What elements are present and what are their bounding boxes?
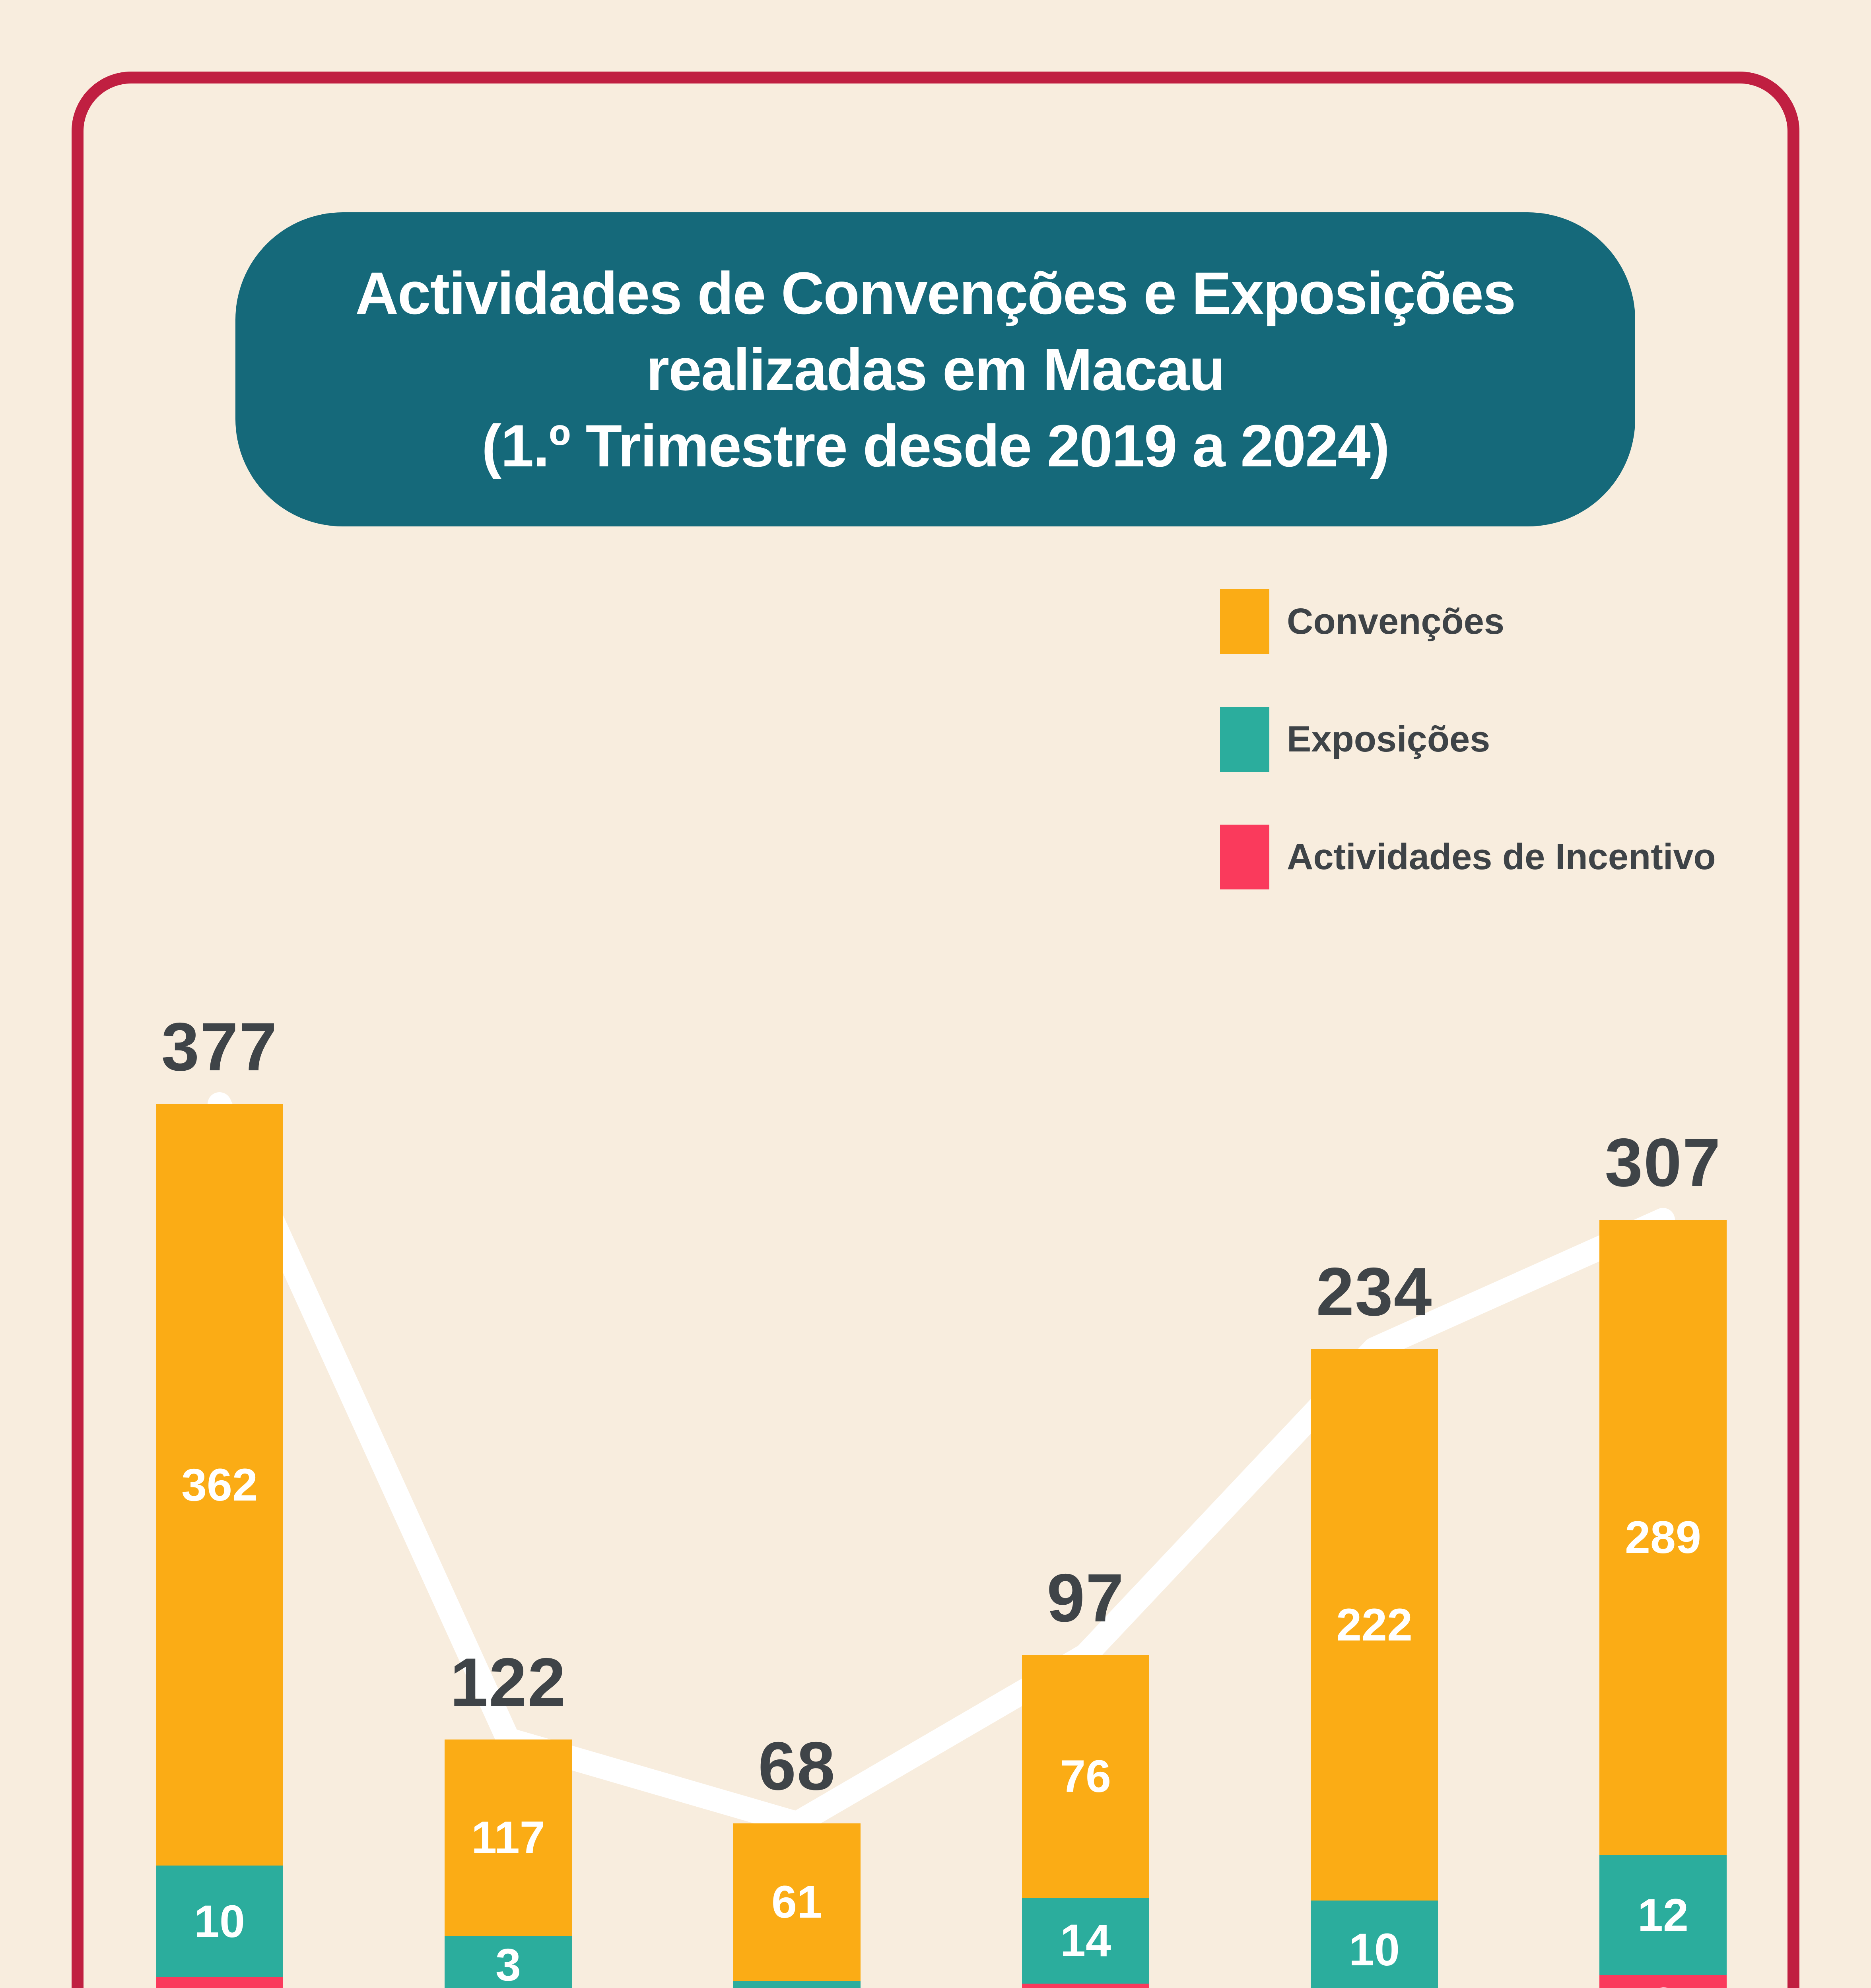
legend-swatch-exposicoes bbox=[1220, 707, 1269, 772]
bar-segment-exposicoes: 12 bbox=[1599, 1855, 1727, 1975]
legend-item-incentivo: Actividades de Incentivo bbox=[1220, 825, 1716, 889]
bar-segment-incentivo: 6 bbox=[1599, 1975, 1727, 1988]
segment-value-label: 7 bbox=[1073, 1982, 1098, 1988]
segment-value-label: 362 bbox=[181, 1459, 258, 1510]
bar-total-label: 234 bbox=[1316, 1254, 1433, 1330]
bar-segment-incentivo: 7 bbox=[1022, 1982, 1149, 1988]
bar-total-label: 122 bbox=[450, 1644, 567, 1720]
segment-value-label: 76 bbox=[1060, 1751, 1111, 1802]
legend-label-exposicoes: Exposições bbox=[1287, 719, 1490, 759]
segment-value-label: 61 bbox=[771, 1877, 822, 1928]
decorative-frame-border bbox=[72, 72, 1799, 1988]
bar-segment-convencoes: 76 bbox=[1022, 1655, 1149, 1898]
bar-segment-exposicoes: 10 bbox=[156, 1866, 283, 1977]
chart-legend: Convenções Exposições Actividades de Inc… bbox=[1220, 589, 1716, 942]
legend-label-convencoes: Convenções bbox=[1287, 601, 1505, 642]
legend-item-convencoes: Convenções bbox=[1220, 589, 1716, 654]
segment-value-label: 222 bbox=[1336, 1599, 1412, 1650]
bar-1.º Trimestre de 2023: 222102 bbox=[1311, 1349, 1438, 1988]
bar-1.º Trimestre de 2020: 11732 bbox=[445, 1740, 572, 1988]
page-title-line-2: realizadas em Macau bbox=[646, 336, 1225, 403]
legend-item-exposicoes: Exposições bbox=[1220, 707, 1716, 772]
segment-value-label: 12 bbox=[1638, 1889, 1688, 1941]
bar-segment-convencoes: 61 bbox=[733, 1823, 861, 1981]
segment-value-label: 117 bbox=[471, 1812, 545, 1863]
legend-label-incentivo: Actividades de Incentivo bbox=[1287, 837, 1716, 877]
legend-swatch-convencoes bbox=[1220, 589, 1269, 654]
legend-swatch-incentivo bbox=[1220, 825, 1269, 889]
segment-value-label: 6 bbox=[1650, 1978, 1676, 1988]
bar-total-label: 377 bbox=[161, 1009, 278, 1085]
bar-total-label: 307 bbox=[1605, 1124, 1721, 1201]
bar-total-label: 68 bbox=[758, 1728, 836, 1804]
bar-segment-exposicoes: 7 bbox=[733, 1981, 861, 1988]
bar-1.º Trimestre de 2024: 289 12 6 bbox=[1599, 1220, 1727, 1988]
bar-segment-exposicoes: 3 bbox=[445, 1936, 572, 1988]
bar-1.º Trimestre de 2022: 76 14 7 bbox=[1022, 1655, 1149, 1988]
page-title-line-1: Actividades de Convenções e Exposições bbox=[355, 260, 1516, 326]
bar-segment-incentivo: 5 bbox=[156, 1977, 283, 1988]
segment-value-label: 5 bbox=[207, 1979, 232, 1988]
segment-value-label: 10 bbox=[1349, 1924, 1400, 1975]
bar-1.º Trimestre de 2019: 362 10 5 bbox=[156, 1104, 283, 1988]
stacked-bar-chart: 3621053771173212261768761479722210223428… bbox=[155, 1009, 1738, 1988]
trend-line bbox=[208, 1092, 1675, 1835]
segment-value-label: 10 bbox=[194, 1896, 245, 1947]
segment-value-label: 7 bbox=[784, 1981, 810, 1988]
bar-segment-convencoes: 117 bbox=[445, 1740, 572, 1936]
page-title-line-3: (1.º Trimestre desde 2019 a 2024) bbox=[482, 412, 1390, 479]
bar-total-label: 97 bbox=[1047, 1560, 1125, 1636]
title-banner: Actividades de Convenções e Exposições r… bbox=[235, 212, 1635, 526]
bar-1.º Trimestre de 2021: 61 7 bbox=[733, 1823, 861, 1988]
segment-value-label: 14 bbox=[1060, 1915, 1111, 1966]
segment-value-label: 3 bbox=[495, 1939, 521, 1988]
bar-segment-convencoes: 362 bbox=[156, 1104, 283, 1866]
bar-segment-exposicoes: 14 bbox=[1022, 1898, 1149, 1984]
segment-value-label: 289 bbox=[1625, 1512, 1701, 1563]
bar-segment-convencoes: 222 bbox=[1311, 1349, 1438, 1901]
bar-segment-convencoes: 289 bbox=[1599, 1220, 1727, 1855]
bar-segment-exposicoes: 10 bbox=[1311, 1901, 1438, 1988]
